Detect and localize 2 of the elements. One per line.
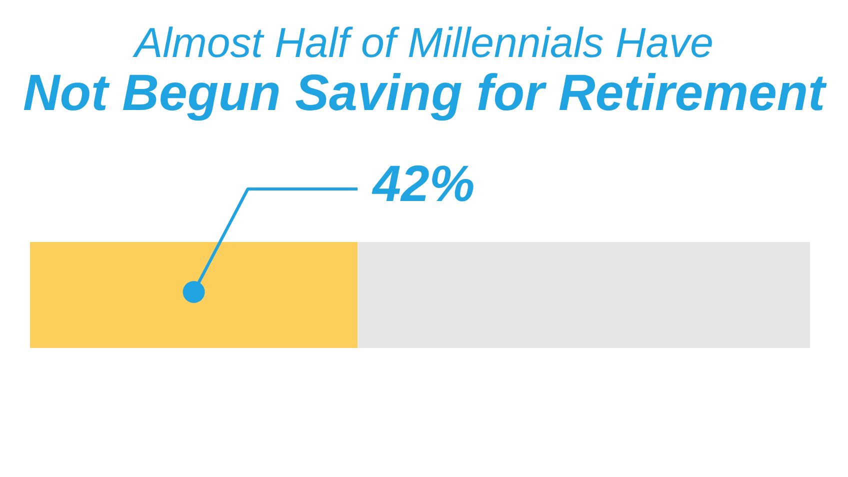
chart-title: Almost Half of Millennials Have Not Begun Saving for Retirement	[23, 19, 827, 121]
data-label: 42%	[372, 155, 475, 212]
